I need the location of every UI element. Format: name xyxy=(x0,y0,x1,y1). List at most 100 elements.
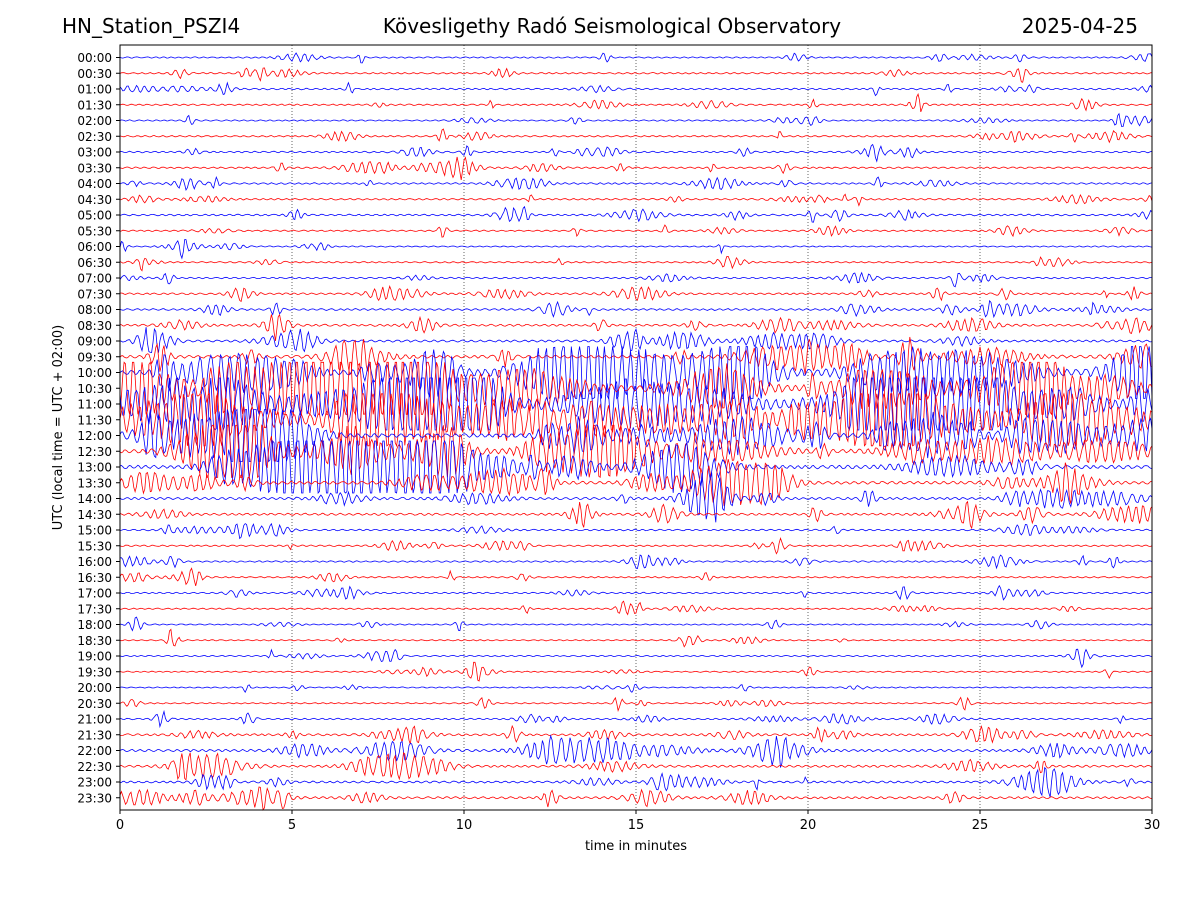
y-tick-label: 08:00 xyxy=(77,303,112,317)
y-tick-label: 17:00 xyxy=(77,587,112,601)
y-tick-label: 03:00 xyxy=(77,146,112,160)
trace-1330 xyxy=(119,459,1153,507)
trace-1930 xyxy=(119,661,1153,682)
y-tick-label: 20:30 xyxy=(77,697,112,711)
x-axis-label: time in minutes xyxy=(585,839,687,854)
y-tick-label: 17:30 xyxy=(77,602,112,616)
y-tick-label: 19:00 xyxy=(77,650,112,664)
y-tick-label: 01:00 xyxy=(77,83,112,97)
y-axis-label: UTC (local time = UTC + 02:00) xyxy=(51,325,66,530)
trace-0130 xyxy=(119,93,1153,113)
y-tick-label: 13:30 xyxy=(77,476,112,490)
y-tick-label: 05:00 xyxy=(77,209,112,223)
y-tick-label: 16:00 xyxy=(77,555,112,569)
trace-2330 xyxy=(119,786,1153,811)
y-tick-label: 18:30 xyxy=(77,634,112,648)
trace-0200 xyxy=(119,112,1153,128)
y-tick-label: 10:30 xyxy=(77,382,112,396)
trace-1900 xyxy=(119,648,1153,669)
y-tick-label: 08:30 xyxy=(77,319,112,333)
trace-1500 xyxy=(119,522,1153,540)
trace-2300 xyxy=(119,766,1153,798)
trace-2000 xyxy=(119,683,1153,694)
y-tick-label: 05:30 xyxy=(77,224,112,238)
trace-0300 xyxy=(119,143,1153,163)
trace-0500 xyxy=(119,205,1153,223)
y-tick-label: 10:00 xyxy=(77,366,112,380)
trace-0430 xyxy=(119,193,1153,207)
y-tick-label: 15:00 xyxy=(77,524,112,538)
trace-0600 xyxy=(119,239,1153,260)
trace-0800 xyxy=(119,299,1153,319)
x-tick-label: 20 xyxy=(800,818,817,833)
trace-2100 xyxy=(119,709,1153,729)
x-tick-label: 30 xyxy=(1144,818,1161,833)
y-tick-label: 20:00 xyxy=(77,681,112,695)
trace-0100 xyxy=(119,81,1153,97)
x-tick-label: 5 xyxy=(288,818,296,833)
y-tick-label: 11:30 xyxy=(77,413,112,427)
y-tick-label: 03:30 xyxy=(77,161,112,175)
x-tick-label: 10 xyxy=(456,818,473,833)
y-tick-label: 09:00 xyxy=(77,335,112,349)
y-tick-label: 16:30 xyxy=(77,571,112,585)
y-tick-label: 14:30 xyxy=(77,508,112,522)
y-tick-label: 11:00 xyxy=(77,398,112,412)
trace-0530 xyxy=(119,224,1153,238)
trace-0030 xyxy=(119,67,1153,83)
trace-0930 xyxy=(119,336,1153,378)
y-tick-label: 18:00 xyxy=(77,618,112,632)
trace-1400 xyxy=(119,472,1153,523)
y-tick-label: 12:30 xyxy=(77,445,112,459)
trace-1830 xyxy=(119,628,1153,648)
y-tick-label: 19:30 xyxy=(77,665,112,679)
trace-0330 xyxy=(119,156,1153,180)
y-tick-label: 02:00 xyxy=(77,114,112,128)
y-tick-label: 12:00 xyxy=(77,429,112,443)
y-tick-label: 21:00 xyxy=(77,713,112,727)
trace-0730 xyxy=(119,285,1153,303)
y-tick-label: 07:00 xyxy=(77,272,112,286)
y-tick-label: 14:00 xyxy=(77,492,112,506)
y-tick-label: 02:30 xyxy=(77,130,112,144)
trace-0630 xyxy=(119,255,1153,272)
chart-title: Kövesligethy Radó Seismological Observat… xyxy=(382,14,842,38)
trace-1600 xyxy=(119,554,1153,570)
trace-1430 xyxy=(119,500,1153,530)
y-tick-label: 22:30 xyxy=(77,760,112,774)
y-tick-label: 21:30 xyxy=(77,728,112,742)
trace-1000 xyxy=(119,345,1153,400)
y-tick-label: 04:30 xyxy=(77,193,112,207)
trace-2230 xyxy=(119,752,1153,781)
x-tick-label: 25 xyxy=(972,818,989,833)
trace-1800 xyxy=(119,616,1153,632)
record-date: 2025-04-25 xyxy=(1021,14,1138,38)
y-tick-label: 06:00 xyxy=(77,240,112,254)
trace-1530 xyxy=(119,536,1153,555)
y-tick-label: 09:30 xyxy=(77,350,112,364)
trace-0900 xyxy=(119,327,1153,354)
y-tick-label: 04:00 xyxy=(77,177,112,191)
y-tick-label: 23:00 xyxy=(77,776,112,790)
trace-2130 xyxy=(119,724,1152,745)
trace-1100 xyxy=(119,376,1153,432)
trace-2030 xyxy=(119,696,1153,712)
y-tick-label: 15:30 xyxy=(77,539,112,553)
trace-1230 xyxy=(119,424,1153,479)
y-tick-label: 00:30 xyxy=(77,67,112,81)
y-tick-label: 00:00 xyxy=(77,51,112,65)
trace-1700 xyxy=(119,584,1153,601)
y-tick-label: 23:30 xyxy=(77,791,112,805)
trace-1300 xyxy=(119,439,1153,495)
y-tick-label: 06:30 xyxy=(77,256,112,270)
y-tick-label: 22:00 xyxy=(77,744,112,758)
station-name: HN_Station_PSZI4 xyxy=(62,14,241,38)
trace-0400 xyxy=(119,175,1153,192)
trace-1730 xyxy=(119,600,1153,616)
trace-0830 xyxy=(119,313,1153,341)
trace-0700 xyxy=(119,271,1152,288)
y-tick-label: 07:30 xyxy=(77,287,112,301)
trace-0230 xyxy=(119,128,1153,144)
x-tick-label: 15 xyxy=(628,818,645,833)
